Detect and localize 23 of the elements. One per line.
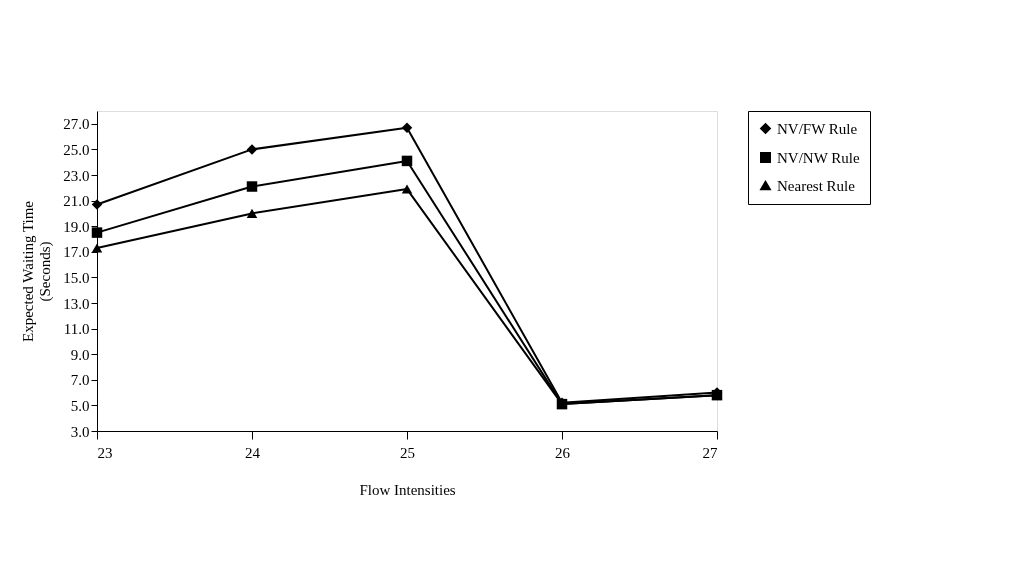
x-tick-label: 23: [97, 444, 113, 461]
y-tick-label: 23.0: [63, 167, 90, 184]
y-tick-label: 25.0: [63, 141, 90, 158]
y-tick-label: 3.0: [70, 423, 90, 440]
x-tick-label: 26: [555, 444, 571, 461]
legend-label: NV/FW Rule: [777, 120, 858, 137]
legend-label: Nearest Rule: [777, 177, 856, 194]
y-tick-label: 5.0: [70, 397, 90, 414]
x-tick-label: 27: [702, 444, 718, 461]
y-tick-label: 17.0: [63, 244, 90, 261]
y-tick-label: 19.0: [63, 218, 90, 235]
y-tick-label: 11.0: [63, 321, 90, 338]
y-tick-label: 9.0: [70, 346, 90, 363]
legend-label: NV/NW Rule: [777, 149, 860, 166]
y-tick-label: 21.0: [63, 193, 90, 210]
y-tick-label: 13.0: [63, 295, 90, 312]
y-tick-label: 27.0: [63, 116, 90, 133]
y-tick-label: 15.0: [63, 269, 90, 286]
x-tick-label: 25: [400, 444, 415, 461]
x-axis-title: Flow Intensities: [359, 481, 456, 498]
y-tick-label: 7.0: [70, 372, 90, 389]
x-tick-label: 24: [245, 444, 261, 461]
y-axis-title: Expected Waiting Time (Seconds): [20, 200, 55, 343]
